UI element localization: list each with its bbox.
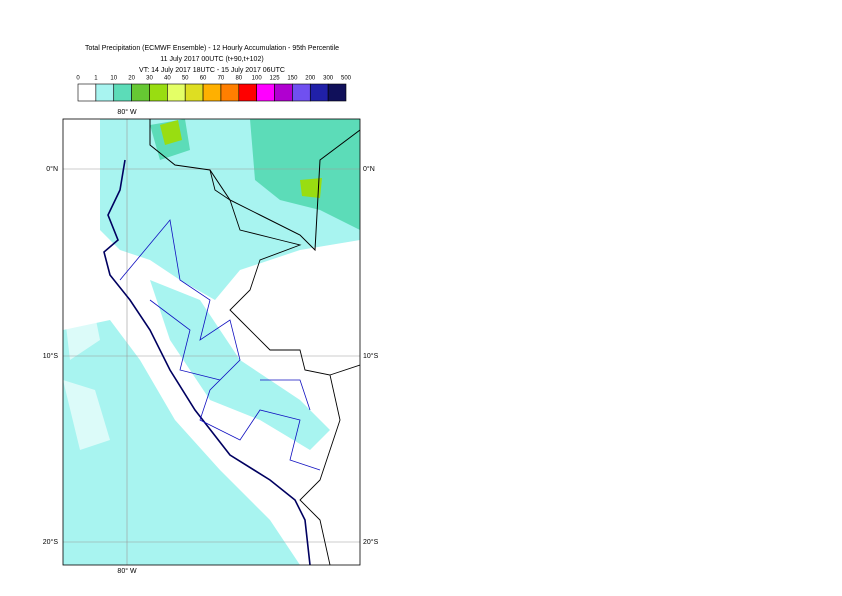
legend-label: 40 [164, 76, 171, 82]
lat-label: 20°S [363, 538, 379, 546]
legend-swatch [274, 83, 293, 102]
legend-swatch [149, 83, 168, 102]
country-border [149, 119, 360, 252]
legend-label: 500 [341, 76, 352, 82]
legend-label: 70 [218, 76, 225, 82]
ecuador-precip-peak [300, 178, 322, 198]
valid-time: VT: 14 July 2017 18UTC - 15 July 2017 06… [139, 67, 285, 74]
north-precip-heavy [250, 119, 360, 230]
legend-swatch [292, 83, 311, 102]
legend-label: 1 [94, 76, 98, 82]
dry-streak [63, 290, 110, 450]
legend-label: 30 [146, 76, 153, 82]
legend: 0 1 10 20 30 40 50 60 70 80 100 125 150 200 300 500 [76, 76, 352, 102]
legend-label: 0 [76, 76, 80, 82]
ocean-precip [63, 320, 300, 565]
legend-swatch [167, 83, 186, 102]
legend-label: 200 [305, 76, 316, 82]
legend-swatch [95, 83, 115, 102]
legend-swatch [202, 83, 222, 102]
legend-label: 125 [270, 76, 281, 82]
national-border [209, 169, 360, 565]
andes-precip [150, 280, 330, 450]
legend-label: 150 [287, 76, 298, 82]
base-time: 11 July 2017 00UTC (t+90,t+102) [160, 56, 263, 63]
legend-swatch [309, 83, 329, 102]
lat-label: 0°N [363, 165, 375, 173]
lat-label: 20°S [43, 538, 59, 546]
title: Total Precipitation (ECMWF Ensemble) - 1… [85, 45, 339, 52]
lon-label: 80° W [117, 567, 137, 575]
legend-swatch [77, 83, 97, 102]
colombia-precip-peak [160, 120, 182, 145]
lon-label: 80° W [117, 108, 137, 116]
coastline [103, 159, 311, 565]
legend-label: 10 [110, 76, 117, 82]
map-area [63, 119, 360, 565]
lat-label: 0°N [46, 165, 58, 173]
legend-swatch [327, 83, 347, 102]
legend-label: 50 [182, 76, 189, 82]
legend-label: 100 [252, 76, 263, 82]
legend-swatch [238, 83, 257, 102]
legend-label: 20 [128, 76, 135, 82]
regional-border [119, 219, 321, 471]
lat-label: 10°S [43, 352, 59, 360]
legend-label: 300 [323, 76, 334, 82]
legend-swatch [256, 83, 275, 102]
map-frame [62, 118, 361, 566]
legend-label: 60 [200, 76, 207, 82]
lat-label: 10°S [363, 352, 379, 360]
legend-label: 80 [235, 76, 242, 82]
legend-swatch [184, 83, 204, 102]
legend-swatch [113, 83, 132, 102]
legend-swatch [220, 83, 240, 102]
legend-swatch [131, 83, 150, 102]
